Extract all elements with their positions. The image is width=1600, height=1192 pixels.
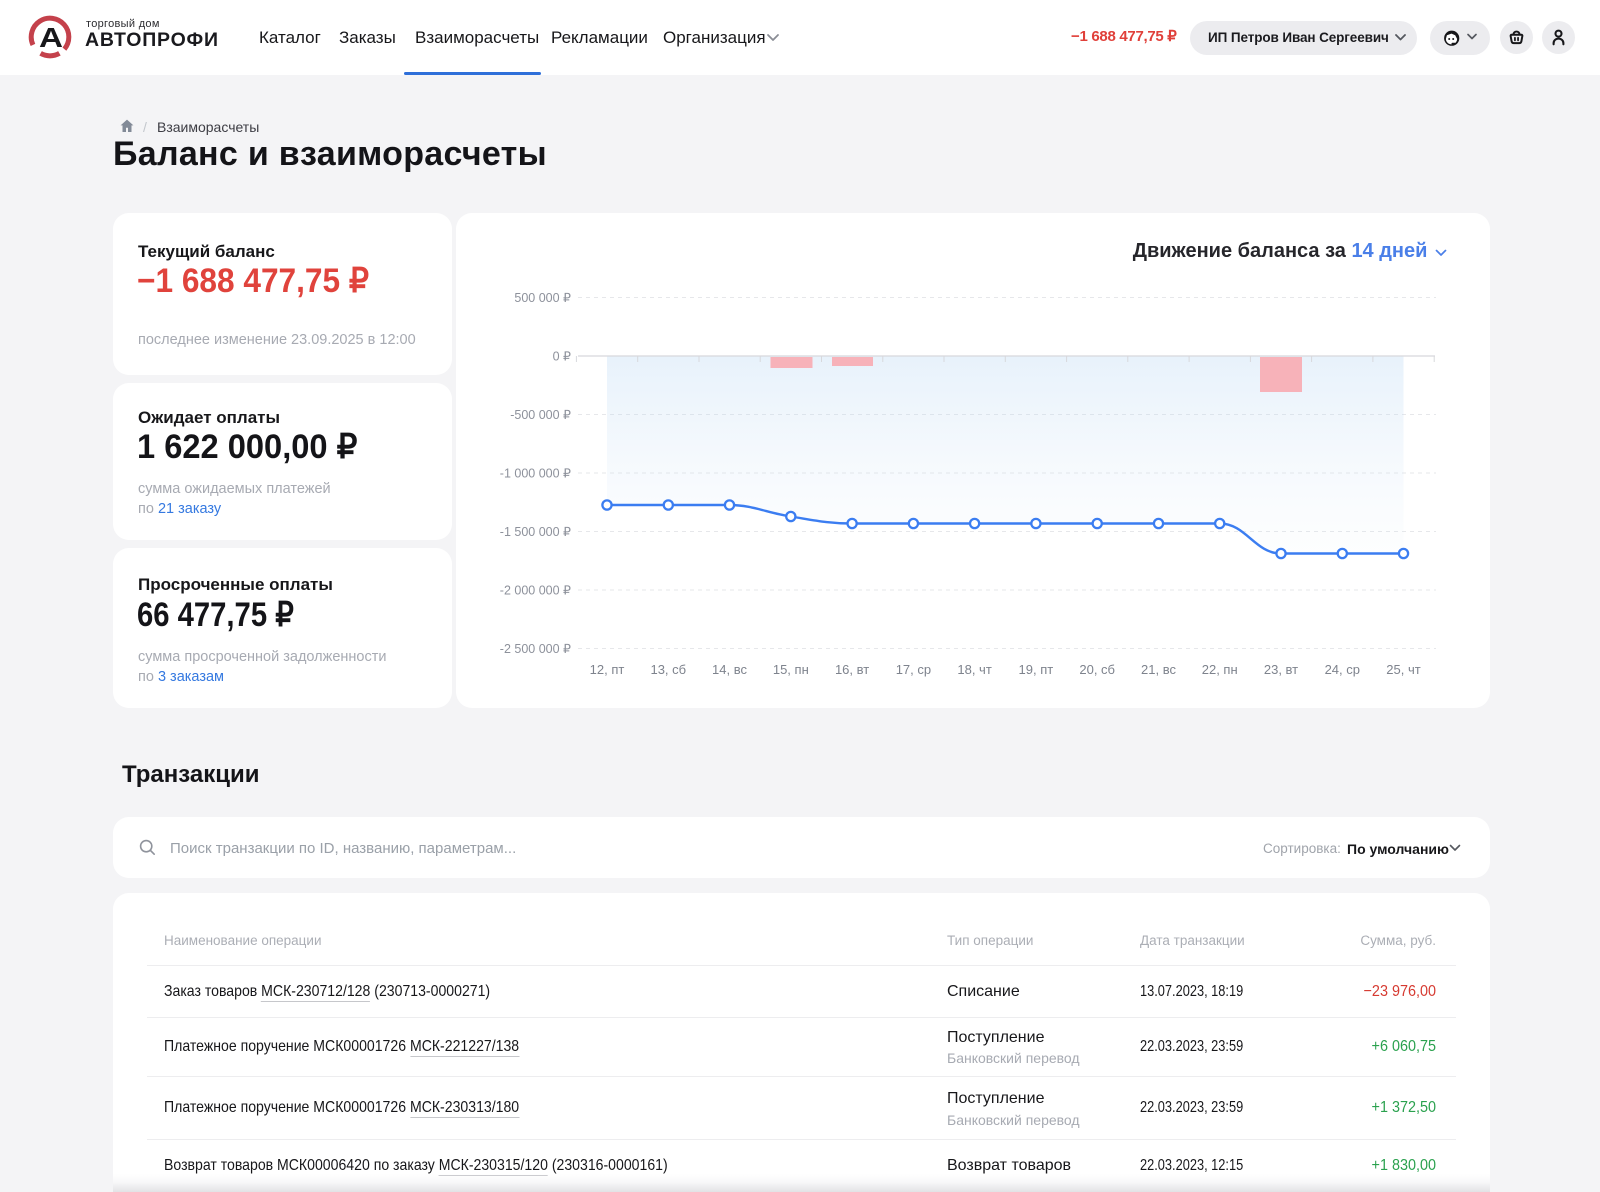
svg-text:-1 000 000 ₽: -1 000 000 ₽ (500, 467, 571, 481)
svg-text:24, ср: 24, ср (1325, 662, 1360, 677)
svg-text:19, пт: 19, пт (1019, 662, 1054, 677)
svg-text:17, ср: 17, ср (896, 662, 931, 677)
svg-text:21, вс: 21, вс (1141, 662, 1176, 677)
svg-text:А: А (39, 22, 63, 53)
svg-text:14, вс: 14, вс (712, 662, 747, 677)
svg-text:-1 500 000 ₽: -1 500 000 ₽ (500, 525, 571, 539)
svg-text:-500 000 ₽: -500 000 ₽ (510, 408, 571, 422)
svg-text:-2 500 000 ₽: -2 500 000 ₽ (500, 642, 571, 656)
svg-text:18, чт: 18, чт (957, 662, 991, 677)
svg-text:-2 000 000 ₽: -2 000 000 ₽ (500, 584, 571, 598)
svg-text:13, сб: 13, сб (650, 662, 686, 677)
svg-text:23, вт: 23, вт (1264, 662, 1298, 677)
svg-text:16, вт: 16, вт (835, 662, 869, 677)
svg-text:25, чт: 25, чт (1386, 662, 1420, 677)
svg-text:12, пт: 12, пт (590, 662, 625, 677)
svg-text:20, сб: 20, сб (1079, 662, 1115, 677)
svg-text:500 000 ₽: 500 000 ₽ (514, 291, 571, 305)
svg-text:22, пн: 22, пн (1202, 662, 1238, 677)
svg-text:0 ₽: 0 ₽ (553, 350, 571, 364)
svg-text:15, пн: 15, пн (773, 662, 809, 677)
